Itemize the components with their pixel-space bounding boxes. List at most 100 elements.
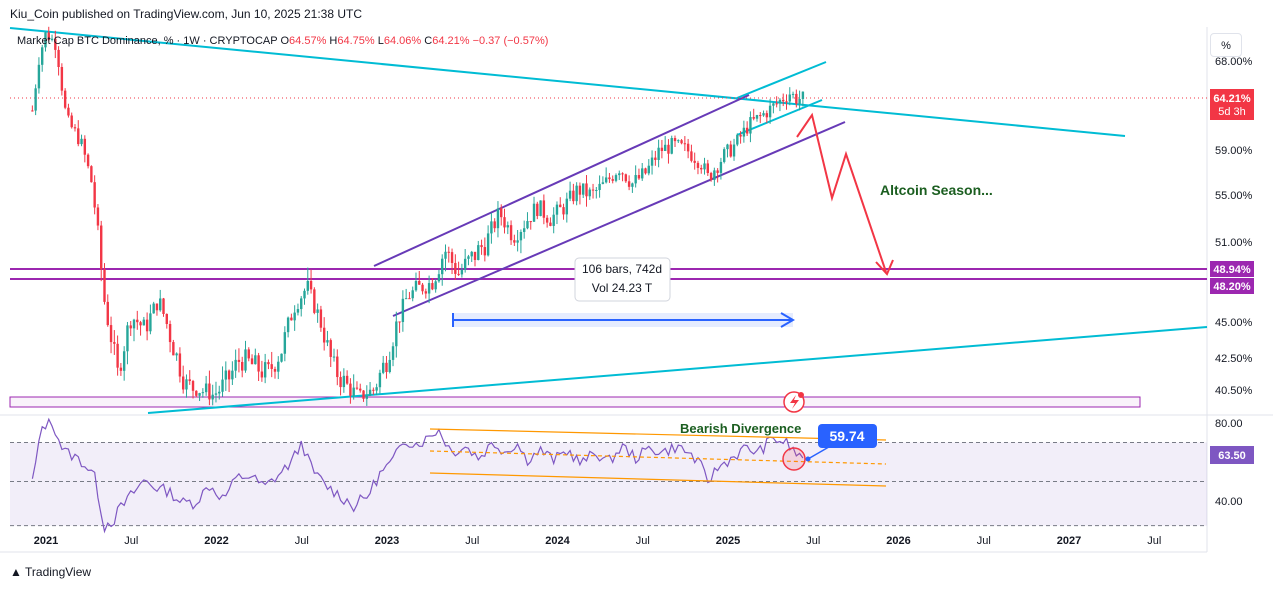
support-zone-box[interactable] (9, 396, 1141, 408)
high-value: 64.75% (337, 35, 375, 47)
candle-body (165, 313, 168, 324)
candle-body (719, 161, 723, 173)
candle-body (516, 240, 519, 243)
channel-upper-line[interactable] (373, 94, 750, 267)
candle-body (431, 283, 434, 290)
candle-body (709, 173, 713, 180)
ascending-support-trendline[interactable] (147, 326, 1208, 414)
rsi-callout-dot (805, 456, 811, 462)
candle-body (201, 392, 205, 394)
candle-body (227, 370, 231, 380)
candle-body (155, 303, 159, 311)
candle-body (795, 93, 798, 104)
candle-body (247, 349, 250, 359)
rsi-divergence-upper[interactable] (429, 428, 887, 441)
wedge-upper-line[interactable] (736, 61, 827, 99)
candle-body (175, 353, 178, 356)
candle-body (395, 321, 398, 347)
candle-body (611, 179, 614, 181)
candle-body (77, 128, 80, 145)
candle-body (414, 281, 418, 291)
candle-body (582, 183, 585, 195)
rsi-value: 63.50 (1218, 450, 1246, 462)
low-label: L (377, 35, 384, 47)
time-axis-ticks: 2021 Jul 2022 Jul 2023 Jul 2024 Jul 2025 Jul 2026 J… (34, 535, 1162, 547)
rsi-tick-label: 80.00 (1215, 418, 1243, 430)
candle-body (319, 309, 323, 328)
candle-body (237, 359, 241, 362)
rsi-callout-box[interactable]: 59.74 (818, 424, 877, 448)
candle-body (411, 290, 414, 299)
candle-body (631, 183, 634, 187)
candle-body (342, 375, 346, 388)
candle-body (204, 383, 208, 393)
candle-body (437, 274, 441, 282)
price-tick-label: 42.50% (1215, 353, 1253, 365)
candle-body (145, 319, 149, 332)
time-tick-label: Jul (1147, 535, 1161, 547)
candle-body (106, 301, 109, 326)
candle-body (539, 200, 542, 217)
candle-body (644, 168, 647, 174)
candle-body (424, 291, 428, 294)
level-value-48-20: 48.20% (1213, 281, 1251, 293)
candle-body (503, 217, 506, 228)
candle-body (441, 258, 444, 275)
candle-body (195, 390, 198, 396)
time-tick-label: Jul (465, 535, 479, 547)
candle-body (663, 144, 667, 151)
candle-body (585, 183, 588, 197)
candle-body (654, 157, 657, 160)
candle-body (349, 383, 352, 396)
candle-body (401, 298, 405, 323)
candle-body (480, 245, 483, 248)
candle-body (752, 117, 755, 119)
candle-body (791, 93, 795, 95)
candle-body (772, 103, 775, 106)
candle-body (277, 361, 280, 372)
candle-body (168, 323, 172, 343)
percent-scale-button[interactable]: % (1210, 33, 1242, 57)
candle-body (280, 353, 283, 362)
tradingview-logo[interactable]: ▲ TradingView (10, 565, 91, 579)
candle-body (762, 113, 765, 116)
descending-trendline[interactable] (9, 27, 1126, 137)
measure-label-box[interactable]: 106 bars, 742d Vol 24.23 T (574, 257, 671, 302)
altcoin-season-label: Altcoin Season... (880, 182, 993, 198)
candle-body (224, 370, 228, 380)
time-tick-label: 2027 (1057, 535, 1081, 547)
candle-body (290, 317, 293, 321)
candle-body (388, 359, 391, 373)
candle-body (588, 189, 591, 197)
candle-body (457, 273, 460, 275)
rsi-divergence-mid[interactable] (429, 450, 887, 465)
flash-icon[interactable] (783, 391, 805, 413)
candle-body (739, 134, 742, 137)
time-tick-label: 2022 (204, 535, 228, 547)
candle-body (191, 381, 195, 391)
candle-body (309, 280, 313, 290)
candle-body (352, 387, 355, 396)
candle-body (434, 281, 437, 290)
symbol-legend[interactable]: Market Cap BTC Dominance, % · 1W · CRYPT… (17, 35, 548, 47)
candle-body (339, 377, 342, 388)
candle-body (103, 269, 106, 302)
candle-body (93, 182, 96, 208)
open-label: O (280, 35, 290, 47)
candle-body (57, 49, 60, 68)
projection-path[interactable] (796, 112, 887, 273)
rsi-divergence-lower[interactable] (429, 472, 887, 487)
candle-body (696, 162, 700, 168)
rsi-divergence-circle[interactable] (782, 447, 806, 471)
candle-body (519, 231, 523, 241)
candle-body (801, 91, 805, 100)
candle-body (460, 269, 464, 275)
symbol-name[interactable]: Market Cap BTC Dominance, % · 1W · CRYPT… (17, 35, 278, 47)
candle-body (565, 198, 569, 215)
candle-body (113, 342, 116, 344)
candle-body (80, 138, 83, 145)
channel-lower-line[interactable] (392, 121, 846, 317)
candle-body (732, 144, 736, 157)
candle-body (463, 258, 467, 270)
